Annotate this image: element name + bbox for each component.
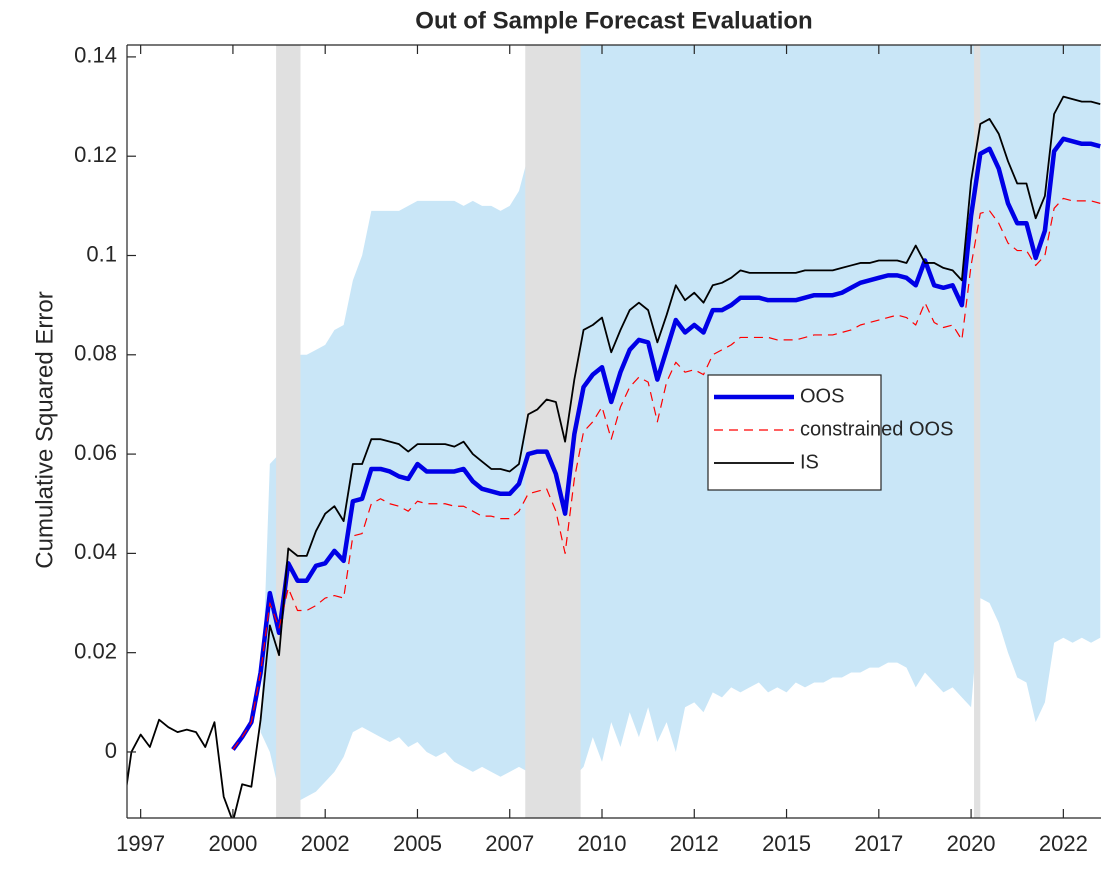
x-tick-label: 2020 (947, 831, 996, 856)
y-tick-label: 0.14 (74, 43, 117, 68)
recession-shade (525, 45, 581, 818)
series-line (231, 136, 1101, 751)
recession-shade (276, 45, 301, 818)
x-tick-label: 2022 (1039, 831, 1088, 856)
chart-title: Out of Sample Forecast Evaluation (415, 7, 812, 34)
y-tick-label: 0 (105, 738, 117, 763)
x-tick-label: 2007 (485, 831, 534, 856)
x-tick-label: 2015 (762, 831, 811, 856)
legend-box (707, 374, 882, 491)
y-axis-label: Cumulative Squared Error (31, 291, 58, 568)
y-tick-label: 0.06 (74, 440, 117, 465)
x-tick-label: 2000 (208, 831, 257, 856)
y-tick-label: 0.1 (86, 241, 117, 266)
series-line (232, 197, 1101, 750)
series-line (127, 95, 1101, 818)
x-tick-label: 2010 (578, 831, 627, 856)
recession-shade (974, 45, 981, 818)
legend: OOS constrained OOS IS (707, 374, 953, 491)
x-tick-label: 1997 (116, 831, 165, 856)
y-tick-label: 0.02 (74, 638, 117, 663)
x-tick-label: 2002 (301, 831, 350, 856)
y-tick-label: 0.04 (74, 539, 117, 564)
y-tick-label: 0.08 (74, 341, 117, 366)
legend-label: IS (800, 451, 819, 473)
confidence-band (260, 45, 1101, 802)
legend-label: OOS (800, 385, 844, 407)
x-tick-label: 2005 (393, 831, 442, 856)
legend-label: constrained OOS (800, 418, 953, 440)
plot-area (127, 45, 1101, 818)
x-tick-label: 2012 (670, 831, 719, 856)
x-tick-label: 2017 (854, 831, 903, 856)
axes: 0 0.02 0.04 0.06 0.08 0.1 0.12 0.14 1997 2000 2002… (74, 43, 1101, 856)
y-tick-label: 0.12 (74, 142, 117, 167)
